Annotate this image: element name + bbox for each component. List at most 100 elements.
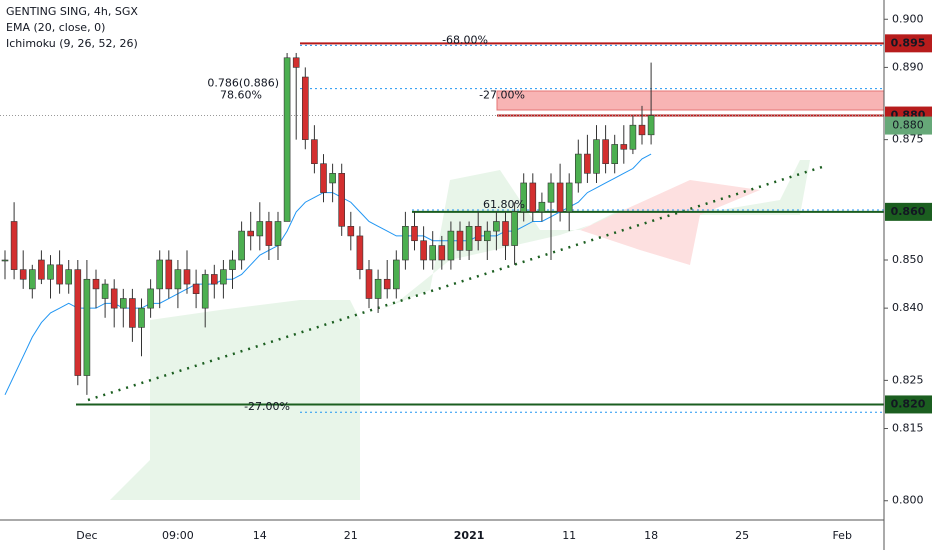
price-label: 0.860 — [891, 205, 926, 218]
candle-body — [383, 278, 391, 290]
candle-body — [356, 235, 364, 270]
y-tick-label: 0.850 — [892, 253, 924, 266]
price-axis — [884, 0, 932, 550]
zone — [496, 90, 885, 111]
candle-body — [192, 283, 200, 295]
candle-body — [538, 201, 546, 213]
candle-body — [447, 230, 455, 261]
price-label-box — [885, 34, 932, 53]
x-tick-label: 2021 — [454, 529, 485, 542]
candle-body — [265, 221, 273, 246]
candle-body — [602, 139, 609, 165]
x-tick-label: 25 — [735, 529, 749, 542]
candle-body — [584, 153, 591, 174]
candle-body — [47, 264, 54, 280]
candle-body — [493, 221, 500, 232]
candle-body — [320, 163, 327, 193]
price-label-box — [885, 116, 932, 135]
candle-body — [520, 182, 528, 213]
candle-body — [574, 153, 582, 184]
annotation: 78.60% — [220, 89, 262, 102]
indicator-label: Ichimoku (9, 26, 52, 26) — [6, 37, 138, 50]
candle-body — [456, 230, 464, 251]
x-tick-label: Feb — [832, 529, 851, 542]
candle-body — [392, 259, 400, 290]
candle-body — [183, 269, 191, 285]
candle-body — [56, 264, 63, 285]
candle-body — [74, 269, 82, 376]
candle-body — [365, 269, 373, 299]
price-label-box — [885, 395, 932, 414]
candle-body — [465, 225, 473, 251]
candle-body — [329, 173, 336, 184]
candle-body — [529, 182, 537, 213]
candle-body — [483, 230, 491, 242]
candle-body — [347, 225, 355, 237]
indicator-label: EMA (20, close, 0) — [6, 21, 105, 34]
candle-body — [138, 307, 145, 328]
candle-body — [220, 269, 227, 285]
candle-body — [338, 173, 346, 227]
candle-body — [10, 221, 18, 270]
y-tick-label: 0.890 — [892, 60, 924, 73]
y-tick-label: 0.800 — [892, 494, 924, 507]
x-tick-label: 21 — [344, 529, 358, 542]
candle-body — [292, 57, 300, 68]
annotation: -27.00% — [244, 400, 290, 413]
candle-body — [38, 259, 45, 280]
candle-body — [129, 298, 136, 328]
price-label-box — [885, 202, 932, 221]
candle-body — [311, 139, 318, 165]
y-tick-label: 0.825 — [892, 373, 924, 386]
x-tick-label: 14 — [253, 529, 267, 542]
candle-body — [156, 259, 163, 290]
candle-body — [511, 211, 518, 246]
y-tick-label: 0.815 — [892, 422, 924, 435]
ichimoku-cloud — [380, 160, 810, 310]
candle-body — [438, 245, 446, 261]
candle-body — [620, 144, 628, 150]
candle-body — [229, 259, 236, 270]
candle-body — [629, 124, 637, 150]
x-tick-label: 18 — [644, 529, 658, 542]
candle-body — [92, 278, 100, 290]
candle-body — [201, 274, 209, 309]
candle-body — [638, 124, 646, 136]
plot — [0, 42, 885, 500]
candle-body — [301, 76, 309, 140]
candle-body — [402, 225, 409, 261]
candle-body — [274, 221, 282, 246]
candle-body — [647, 115, 655, 136]
candle-body — [147, 288, 154, 309]
candle-body — [110, 288, 118, 309]
candle-body — [120, 298, 127, 309]
trend-line — [87, 165, 823, 402]
candle-body — [556, 182, 564, 213]
annotation: 61.80% — [483, 198, 525, 211]
y-tick-label: 0.900 — [892, 12, 924, 25]
price-label: 0.895 — [891, 36, 926, 49]
candle-body — [211, 274, 218, 285]
candle-body — [256, 221, 264, 237]
annotation: -68.00% — [442, 33, 488, 46]
candle-body — [101, 283, 109, 299]
annotation: 0.786(0.886) — [207, 77, 279, 90]
candle-body — [502, 221, 509, 246]
candle-body — [83, 278, 91, 376]
y-tick-label: 0.840 — [892, 301, 924, 314]
y-tick-label: 0.875 — [892, 133, 924, 146]
candle-body — [247, 230, 254, 237]
x-tick-label: 11 — [562, 529, 576, 542]
candle-body — [411, 225, 418, 242]
candle-body — [474, 225, 482, 242]
candle-body — [1, 259, 9, 262]
candle-body — [165, 259, 173, 290]
chart-title: GENTING SING, 4h, SGX — [6, 5, 138, 18]
candle-body — [547, 182, 555, 203]
candle-body — [374, 278, 382, 299]
ichimoku-cloud — [110, 300, 360, 500]
price-label: 0.820 — [891, 397, 926, 410]
x-tick-label: Dec — [76, 529, 97, 542]
